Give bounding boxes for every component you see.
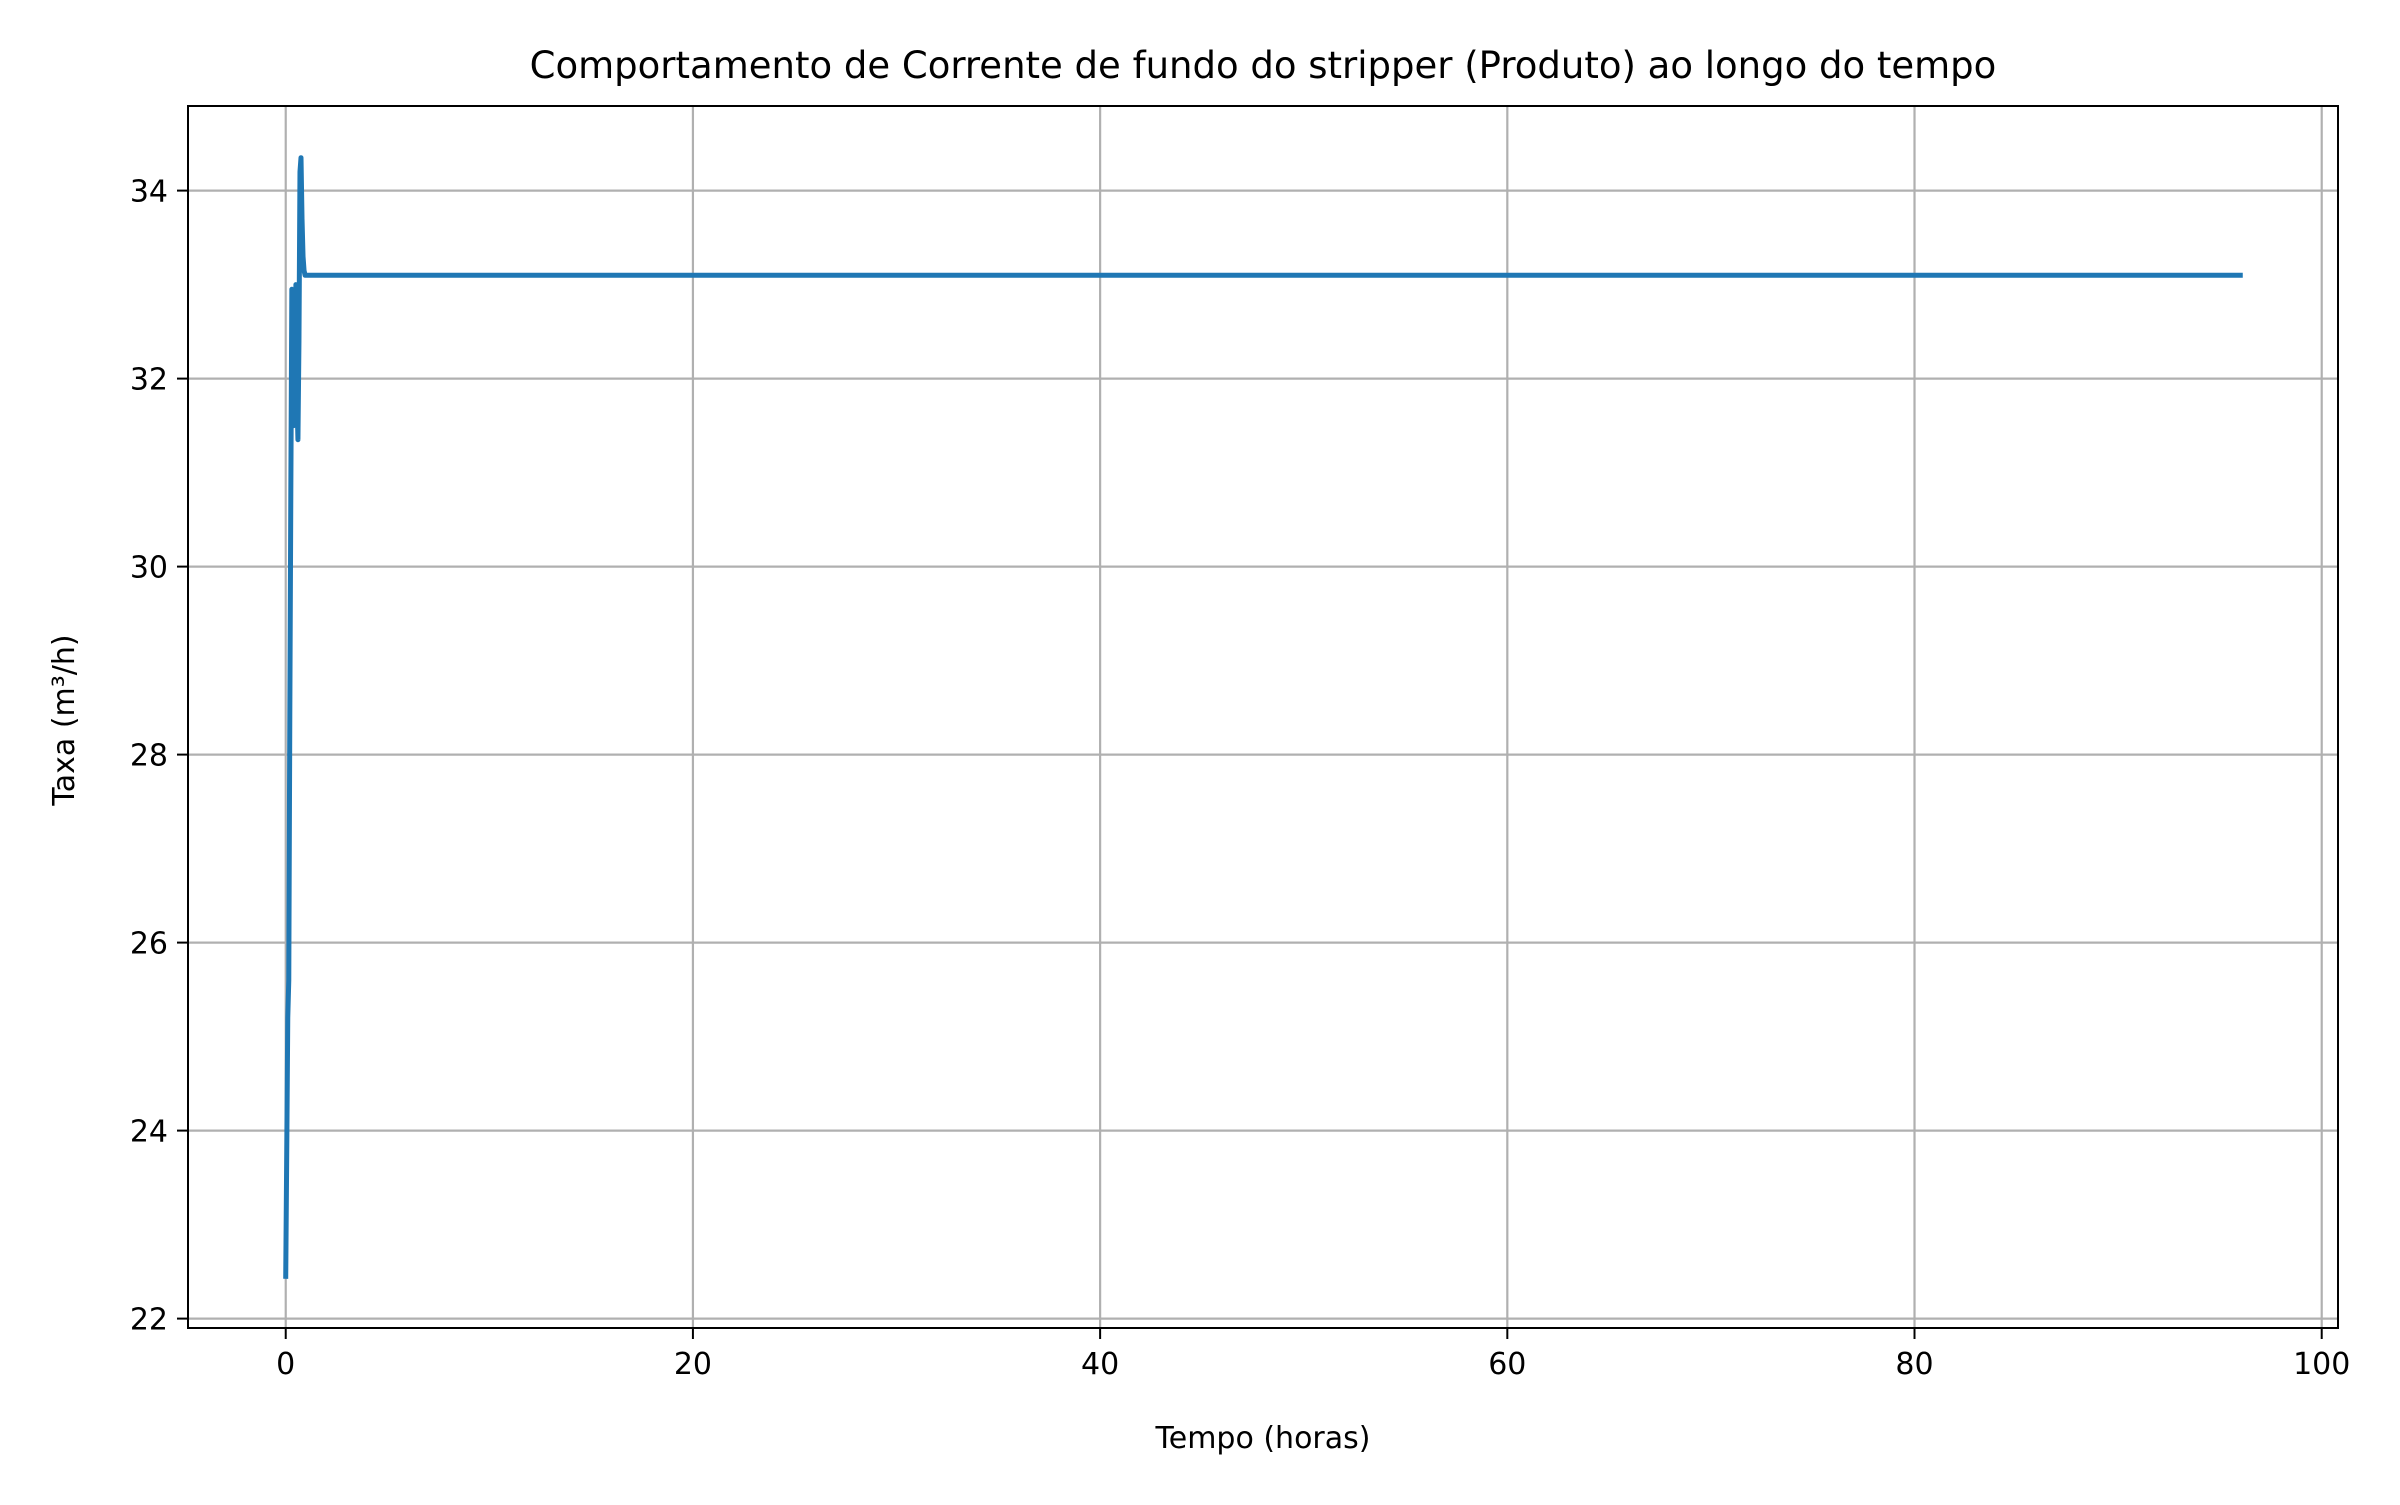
series-layer: [283, 155, 2243, 1279]
y-axis-label: Taxa (m³/h): [47, 634, 82, 806]
y-axis: 22 24 26 28 30 32 34: [130, 175, 188, 1338]
plot-frame: [187, 105, 2339, 1329]
x-tick-label: 60: [1488, 1347, 1526, 1382]
y-tick-label: 24: [130, 1115, 168, 1150]
series-line: [283, 155, 2243, 1279]
grid: [188, 106, 2338, 1328]
x-tick-label: 20: [674, 1347, 712, 1382]
y-tick-label: 26: [130, 927, 168, 962]
x-axis: 0 20 40 60 80 100: [276, 1328, 2350, 1382]
y-tick-label: 30: [130, 551, 168, 586]
y-tick-label: 32: [130, 363, 168, 398]
y-tick-label: 28: [130, 739, 168, 774]
x-axis-label: Tempo (horas): [1155, 1421, 1371, 1456]
chart-title: Comportamento de Corrente de fundo do st…: [530, 44, 1997, 87]
y-tick-label: 34: [130, 175, 168, 210]
x-tick-label: 80: [1895, 1347, 1933, 1382]
x-tick-label: 40: [1081, 1347, 1119, 1382]
x-tick-label: 100: [2293, 1347, 2350, 1382]
y-tick-label: 22: [130, 1303, 168, 1338]
x-tick-label: 0: [276, 1347, 295, 1382]
